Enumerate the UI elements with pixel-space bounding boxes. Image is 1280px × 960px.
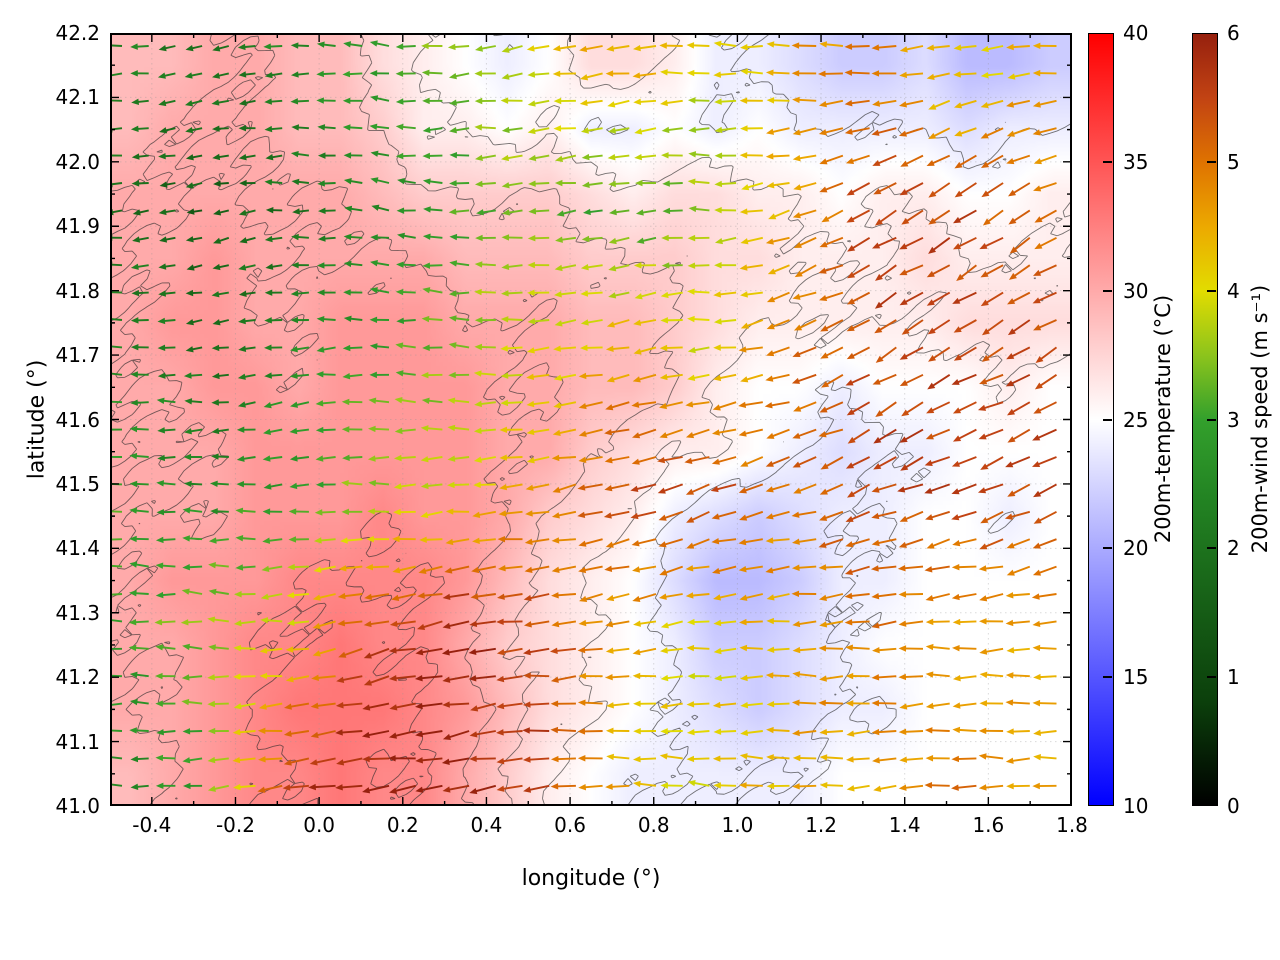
colorbar-tick-label: 5 (1227, 149, 1240, 174)
x-tick-label: 0.6 (554, 813, 586, 837)
colorbar-tick-mark (1207, 160, 1216, 163)
colorbar-tick-mark (1207, 289, 1216, 292)
colorbar-tick-label: 1 (1227, 665, 1240, 690)
colorbar-tick-mark (1103, 160, 1112, 163)
colorbar-tick-label: 3 (1227, 407, 1240, 432)
x-tick-label: 1.6 (972, 813, 1005, 837)
colorbar-tick-label: 4 (1227, 278, 1240, 303)
y-tick-label: 41.2 (55, 665, 100, 690)
x-tick-label: 1.2 (805, 813, 837, 837)
y-tick-label: 41.4 (55, 536, 100, 561)
y-tick-label: 41.0 (55, 794, 100, 818)
colorbar-tick-label: 35 (1123, 149, 1149, 174)
x-tick-label: -0.2 (215, 813, 255, 837)
y-tick-label: 42.2 (55, 21, 100, 45)
colorbar-tick-mark (1103, 547, 1112, 550)
colorbar-tick-mark (1207, 547, 1216, 550)
y-tick-label: 41.3 (55, 600, 100, 625)
colorbar-tick-label: 0 (1227, 794, 1240, 818)
x-tick-label: 0.0 (303, 813, 336, 837)
colorbar-tick-mark (1207, 676, 1216, 679)
colorbar-tick-label: 20 (1123, 536, 1149, 561)
colorbar-tick-mark (1103, 418, 1112, 421)
y-tick-label: 41.6 (55, 407, 100, 432)
y-tick-label: 41.5 (55, 471, 100, 496)
y-tick-label: 42.0 (55, 149, 100, 174)
x-tick-label: 1.0 (721, 813, 754, 837)
colorbar-tick-mark (1103, 676, 1112, 679)
x-tick-label: 0.4 (470, 813, 503, 837)
colorbar-tick-mark (1207, 418, 1216, 421)
map-canvas (110, 33, 1072, 806)
colorbar-tick-label: 10 (1123, 794, 1149, 818)
x-tick-label: 1.8 (1056, 813, 1088, 837)
x-tick-label: 0.8 (637, 813, 670, 837)
y-tick-label: 41.9 (55, 214, 100, 239)
colorbar-tick-label: 15 (1123, 665, 1149, 690)
x-axis-label: longitude (°) (521, 866, 661, 891)
colorbar-tick-mark (1103, 289, 1112, 292)
wind-colorbar-label: 200m-wind speed (m s⁻¹) (1248, 284, 1272, 554)
y-tick-label: 41.7 (55, 343, 100, 368)
y-axis-label: latitude (°) (24, 359, 50, 480)
colorbar-tick-label: 25 (1123, 407, 1149, 432)
colorbar-tick-label: 40 (1123, 21, 1149, 45)
x-tick-label: -0.4 (132, 813, 172, 837)
temperature-colorbar-label: 200m-temperature (°C) (1151, 294, 1175, 544)
y-tick-label: 42.1 (55, 85, 100, 110)
colorbar-tick-label: 2 (1227, 536, 1240, 561)
x-tick-label: 0.2 (386, 813, 419, 837)
y-tick-label: 41.8 (55, 278, 100, 303)
x-tick-label: 1.4 (888, 813, 921, 837)
colorbar-tick-label: 30 (1123, 278, 1149, 303)
colorbar-tick-label: 6 (1227, 21, 1240, 45)
y-tick-label: 41.1 (55, 729, 100, 754)
